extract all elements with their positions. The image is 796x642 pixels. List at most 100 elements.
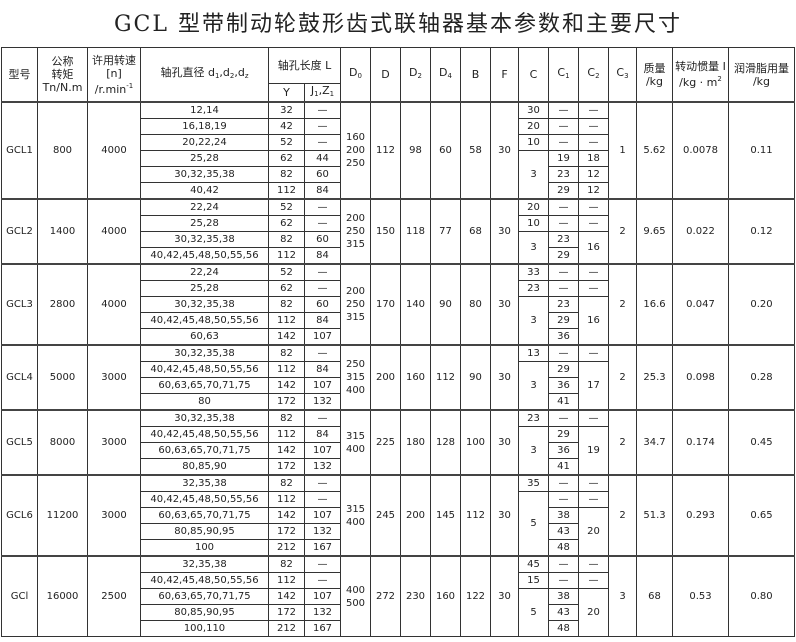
c-cell: 3 [518, 150, 549, 200]
d2-cell: 230 [400, 555, 431, 637]
bore-diameter-cell: 40,42,45,48,50,55,56 [140, 312, 269, 329]
c1-cell: — [548, 263, 579, 281]
c1-cell: — [548, 409, 579, 427]
d0-value: 200 [345, 286, 366, 297]
length-y-cell: 52 [268, 198, 305, 216]
length-j-cell: 84 [304, 426, 341, 443]
bore-diameter-cell: 40,42,45,48,50,55,56 [140, 426, 269, 443]
table-row: 60,63,65,70,71,75 142 107 38 20 [2, 507, 795, 557]
c-cell: 3 [518, 361, 549, 411]
header-torque: 公称 转矩 Tn/N.m [37, 47, 88, 103]
torque-cell: 11200 [37, 474, 88, 557]
header-c3: C3 [608, 47, 637, 103]
length-y-cell: 82 [268, 409, 305, 427]
bore-diameter-cell: 30,32,35,38 [140, 166, 269, 183]
header-c2: C2 [578, 47, 609, 103]
coupling-parameters-table: 型号 公称 转矩 Tn/N.m 许用转速 [n]/r.min-1 轴孔直径 d1,d2… [1, 47, 795, 637]
mass-cell: 5.62 [636, 101, 673, 200]
header-j1z1: J1,Z1 [304, 83, 341, 103]
c2-cell: — [578, 491, 609, 508]
bore-diameter-cell: 60,63,65,70,71,75 [140, 507, 269, 524]
header-d4: D4 [430, 47, 461, 103]
c1-cell: — [548, 215, 579, 232]
d0-cell: 200 250 315 [340, 198, 371, 265]
bore-diameter-cell: 60,63,65,70,71,75 [140, 588, 269, 605]
table-row: 100,110 212 167 48 [2, 620, 795, 637]
c-cell: 35 [518, 474, 549, 492]
c-cell: 3 [518, 426, 549, 476]
table-row: 40,42,45,48,50,55,56 112 84 29 [2, 312, 795, 329]
c1-cell: — [548, 198, 579, 216]
length-y-cell: 82 [268, 344, 305, 362]
f-cell: 30 [490, 101, 519, 200]
d0-value: 315 [345, 312, 366, 323]
table-row: 60,63,65,70,71,75 142 107 36 [2, 377, 795, 394]
bore-diameter-cell: 40,42 [140, 182, 269, 200]
bore-diameter-cell: 80,85,90 [140, 458, 269, 476]
c1-cell: 43 [548, 523, 579, 540]
table-row: 30,32,35,38 82 60 3 23 16 [2, 296, 795, 346]
bore-diameter-cell: 22,24 [140, 263, 269, 281]
length-j-cell: — [304, 215, 341, 232]
d-cell: 272 [370, 555, 401, 637]
bore-diameter-cell: 100,110 [140, 620, 269, 637]
page-title: GCL 型带制动轮鼓形齿式联轴器基本参数和主要尺寸 [113, 12, 682, 37]
c-cell: 23 [518, 409, 549, 427]
d0-cell: 400 500 [340, 555, 371, 637]
length-j-cell: 44 [304, 150, 341, 167]
bore-diameter-cell: 25,28 [140, 150, 269, 167]
d0-value: 250 [345, 359, 366, 370]
c-cell: 45 [518, 555, 549, 573]
d4-cell: 112 [430, 344, 461, 411]
header-model: 型号 [1, 47, 38, 103]
c2-cell: 20 [578, 588, 609, 637]
length-y-cell: 52 [268, 263, 305, 281]
c3-cell: 2 [608, 344, 637, 411]
d4-cell: 128 [430, 409, 461, 476]
bore-diameter-cell: 30,32,35,38 [140, 296, 269, 313]
table-row: GCL6 11200 3000 32,35,38 82—315 400 245 200 145 1… [1, 474, 795, 557]
header-d0: D0 [340, 47, 371, 103]
length-y-cell: 112 [268, 247, 305, 265]
d0-value: 200 [345, 213, 366, 224]
c1-cell: 36 [548, 328, 579, 346]
d0-value: 250 [345, 158, 366, 169]
mass-cell: 34.7 [636, 409, 673, 476]
c1-cell: 38 [548, 507, 579, 524]
c3-cell: 2 [608, 474, 637, 557]
d0-value: 200 [345, 145, 366, 156]
d2-cell: 140 [400, 263, 431, 346]
d2-cell: 118 [400, 198, 431, 265]
b-cell: 100 [460, 409, 491, 476]
c1-cell: — [548, 344, 579, 362]
length-j-cell: — [304, 118, 341, 135]
c1-cell: 41 [548, 458, 579, 476]
grease-cell: 0.20 [728, 263, 795, 346]
header-d2: D2 [400, 47, 431, 103]
torque-cell: 8000 [37, 409, 88, 476]
d-cell: 245 [370, 474, 401, 557]
grease-cell: 0.12 [728, 198, 795, 265]
c3-cell: 3 [608, 555, 637, 637]
d2-cell: 98 [400, 101, 431, 200]
c1-cell: 48 [548, 539, 579, 557]
length-y-cell: 32 [268, 101, 305, 119]
c2-cell: 18 [578, 150, 609, 167]
inertia-cell: 0.098 [672, 344, 729, 411]
bore-diameter-cell: 30,32,35,38 [140, 344, 269, 362]
length-j-cell: — [304, 491, 341, 508]
d0-value: 400 [345, 385, 366, 396]
bore-diameter-cell: 80,85,90,95 [140, 604, 269, 621]
inertia-cell: 0.022 [672, 198, 729, 265]
table-row: 40,42,45,48,50,55,56 112 84 29 [2, 247, 795, 265]
b-cell: 122 [460, 555, 491, 637]
c2-cell: — [578, 555, 609, 573]
d0-value: 160 [345, 132, 366, 143]
c3-cell: 2 [608, 198, 637, 265]
bore-diameter-cell: 40,42,45,48,50,55,56 [140, 247, 269, 265]
c-cell: 30 [518, 101, 549, 119]
bore-diameter-cell: 40,42,45,48,50,55,56 [140, 361, 269, 378]
d2-cell: 180 [400, 409, 431, 476]
c1-cell: 29 [548, 182, 579, 200]
mass-cell: 51.3 [636, 474, 673, 557]
